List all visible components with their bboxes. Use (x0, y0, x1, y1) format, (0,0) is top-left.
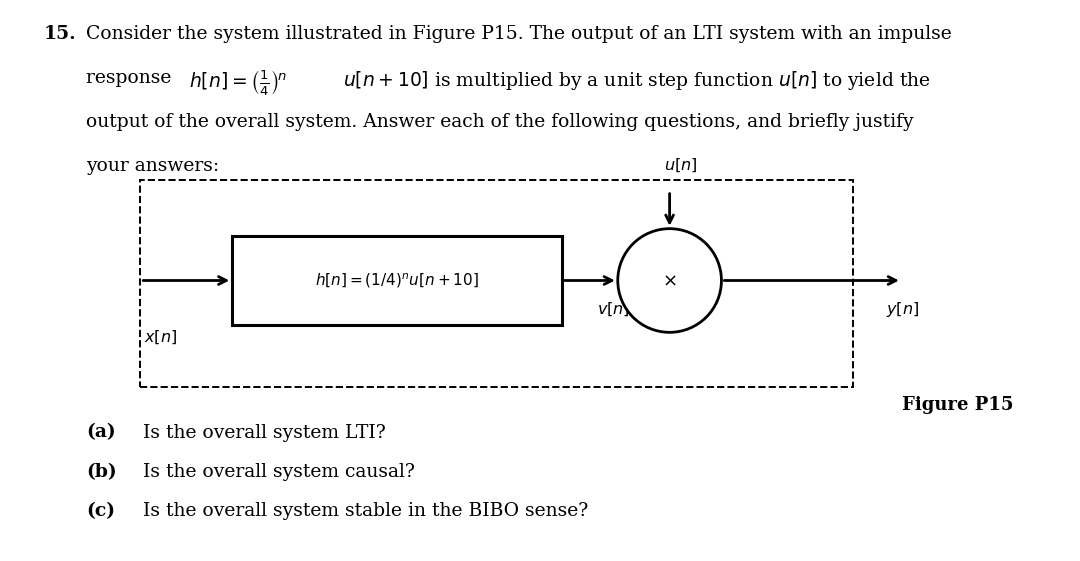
Text: (b): (b) (86, 463, 117, 481)
Text: 15.: 15. (43, 25, 76, 43)
Text: $u[n + 10]$ is multiplied by a unit step function $u[n]$ to yield the: $u[n + 10]$ is multiplied by a unit step… (343, 69, 931, 92)
Text: $y[n]$: $y[n]$ (886, 300, 919, 319)
Text: Consider the system illustrated in Figure P15. The output of an LTI system with : Consider the system illustrated in Figur… (86, 25, 953, 43)
Text: (c): (c) (86, 502, 116, 520)
Text: Is the overall system stable in the BIBO sense?: Is the overall system stable in the BIBO… (131, 502, 588, 520)
Text: $u[n]$: $u[n]$ (664, 157, 698, 174)
Text: $h[n] = \left(\frac{1}{4}\right)^{\!n}$: $h[n] = \left(\frac{1}{4}\right)^{\!n}$ (189, 69, 286, 99)
Text: your answers:: your answers: (86, 157, 219, 174)
Text: Is the overall system LTI?: Is the overall system LTI? (131, 424, 386, 442)
Bar (140, 180, 853, 387)
Text: $v[n]$: $v[n]$ (597, 300, 630, 318)
Bar (232, 236, 562, 325)
Text: $h[n] = (1/4)^n u[n + 10]$: $h[n] = (1/4)^n u[n + 10]$ (315, 271, 478, 290)
Ellipse shape (618, 229, 721, 332)
Text: $x[n]$: $x[n]$ (144, 328, 177, 346)
Text: Is the overall system causal?: Is the overall system causal? (131, 463, 415, 481)
Text: $\times$: $\times$ (662, 272, 677, 289)
Text: Figure P15: Figure P15 (902, 396, 1013, 413)
Text: response: response (86, 69, 178, 87)
Text: (a): (a) (86, 424, 116, 442)
Text: output of the overall system. Answer each of the following questions, and briefl: output of the overall system. Answer eac… (86, 113, 914, 131)
